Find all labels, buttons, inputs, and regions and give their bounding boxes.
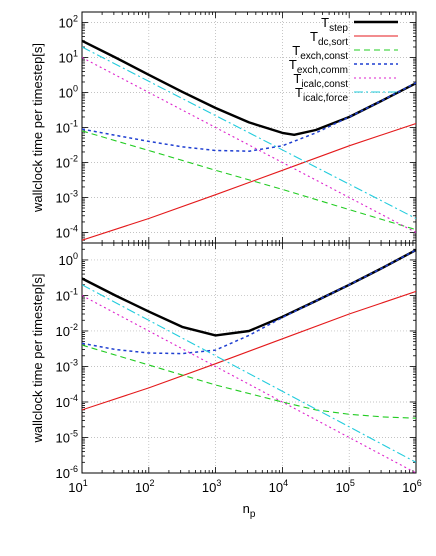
series-line-step xyxy=(82,39,416,137)
y-tick-label: 101 xyxy=(59,49,78,66)
series-group xyxy=(82,248,416,473)
x-tick-label: 103 xyxy=(202,478,221,495)
x-tick-label: 104 xyxy=(269,478,288,495)
y-tick-label: 100 xyxy=(59,84,78,101)
y-tick-label: 10-4 xyxy=(56,223,78,240)
series-line-exch-comm xyxy=(82,82,416,152)
series-line-icalc-const xyxy=(82,57,416,233)
series-line-exch-comm xyxy=(82,249,416,355)
plot-frame xyxy=(81,242,417,474)
y-tick-label: 10-3 xyxy=(56,357,78,374)
legend-label: Ticalc,const xyxy=(293,71,348,90)
y-tick-label: 10-1 xyxy=(56,286,78,303)
y-tick-label: 100 xyxy=(59,251,78,268)
series-line-exch-const xyxy=(82,344,416,419)
y-tick-label: 102 xyxy=(59,14,78,31)
y-tick-label: 10-5 xyxy=(56,428,78,445)
x-tick-label: 101 xyxy=(68,478,87,495)
y-tick-label: 10-2 xyxy=(56,322,78,339)
y-tick-label: 10-6 xyxy=(56,464,78,481)
series-group xyxy=(82,39,416,241)
x-tick-label: 106 xyxy=(402,478,421,495)
panel-2: 10-6 10-5 10-4 10-3 10-2 10-1 100 101 102 103 104 1… xyxy=(30,242,422,520)
legend-label: Ticalc,force xyxy=(295,85,348,104)
y-tick-label: 10-3 xyxy=(56,188,78,205)
y-tick-label: 10-2 xyxy=(56,153,78,170)
y-axis-title: wallclock time per timestep[s] xyxy=(30,273,45,443)
x-tick-label: 102 xyxy=(135,478,154,495)
legend-label: Texch,const xyxy=(292,43,348,62)
legend-label: Texch,comm xyxy=(289,57,348,76)
y-tick-label: 10-1 xyxy=(56,119,78,136)
plot-frame xyxy=(81,11,417,244)
x-axis-title: np xyxy=(243,501,256,520)
panel-1: 10-4 10-3 10-2 10-1 100 101 102 wallclock time … xyxy=(30,11,417,244)
series-line-icalc-force xyxy=(82,46,416,219)
y-axis-title: wallclock time per timestep[s] xyxy=(30,43,45,213)
legend-label: Tstep xyxy=(321,15,348,34)
series-line-dc-sort xyxy=(82,122,416,241)
legend-label: Tdc,sort xyxy=(310,29,348,48)
series-line-exch-const xyxy=(82,130,416,231)
x-tick-label: 105 xyxy=(335,478,354,495)
series-line-icalc-force xyxy=(82,284,416,463)
y-tick-label: 10-4 xyxy=(56,393,78,410)
series-line-icalc-const xyxy=(82,295,416,473)
series-line-dc-sort xyxy=(82,290,416,411)
legend: TstepTdc,sortTexch,constTexch,commTicalc… xyxy=(289,15,398,104)
